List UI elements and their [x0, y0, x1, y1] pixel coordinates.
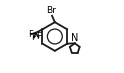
Text: F: F: [36, 32, 41, 41]
Text: F: F: [29, 30, 33, 39]
Text: N: N: [71, 33, 78, 43]
Text: F: F: [31, 33, 36, 42]
Text: Br: Br: [46, 6, 56, 15]
